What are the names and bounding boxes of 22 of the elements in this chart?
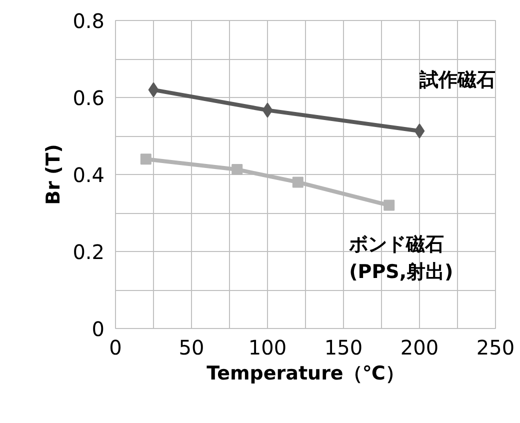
y-tick-label: 0.8	[72, 9, 105, 33]
y-axis-title: Br (T)	[42, 144, 65, 205]
point	[414, 123, 425, 138]
point	[384, 200, 395, 211]
point	[232, 164, 243, 175]
y-tick-label: 0.2	[72, 240, 105, 264]
series-label: ボンド磁石 (PPS,射出)	[348, 233, 454, 283]
x-tick-label: 250	[476, 336, 515, 360]
x-tick-label: 100	[248, 336, 287, 360]
point	[262, 102, 273, 118]
x-tick-label: 50	[178, 336, 204, 360]
series-label: 試作磁石	[418, 68, 496, 91]
y-tick-label: 0.4	[72, 163, 105, 187]
x-tick-label: 200	[400, 336, 439, 360]
x-tick-label: 0	[109, 336, 122, 360]
point	[140, 154, 152, 165]
x-axis-title: Temperature（℃）	[206, 362, 404, 384]
y-tick-label: 0.6	[72, 86, 105, 110]
y-tick-label: 0	[92, 317, 105, 341]
x-tick-label: 150	[324, 336, 363, 360]
point	[292, 176, 304, 188]
point	[148, 82, 159, 98]
